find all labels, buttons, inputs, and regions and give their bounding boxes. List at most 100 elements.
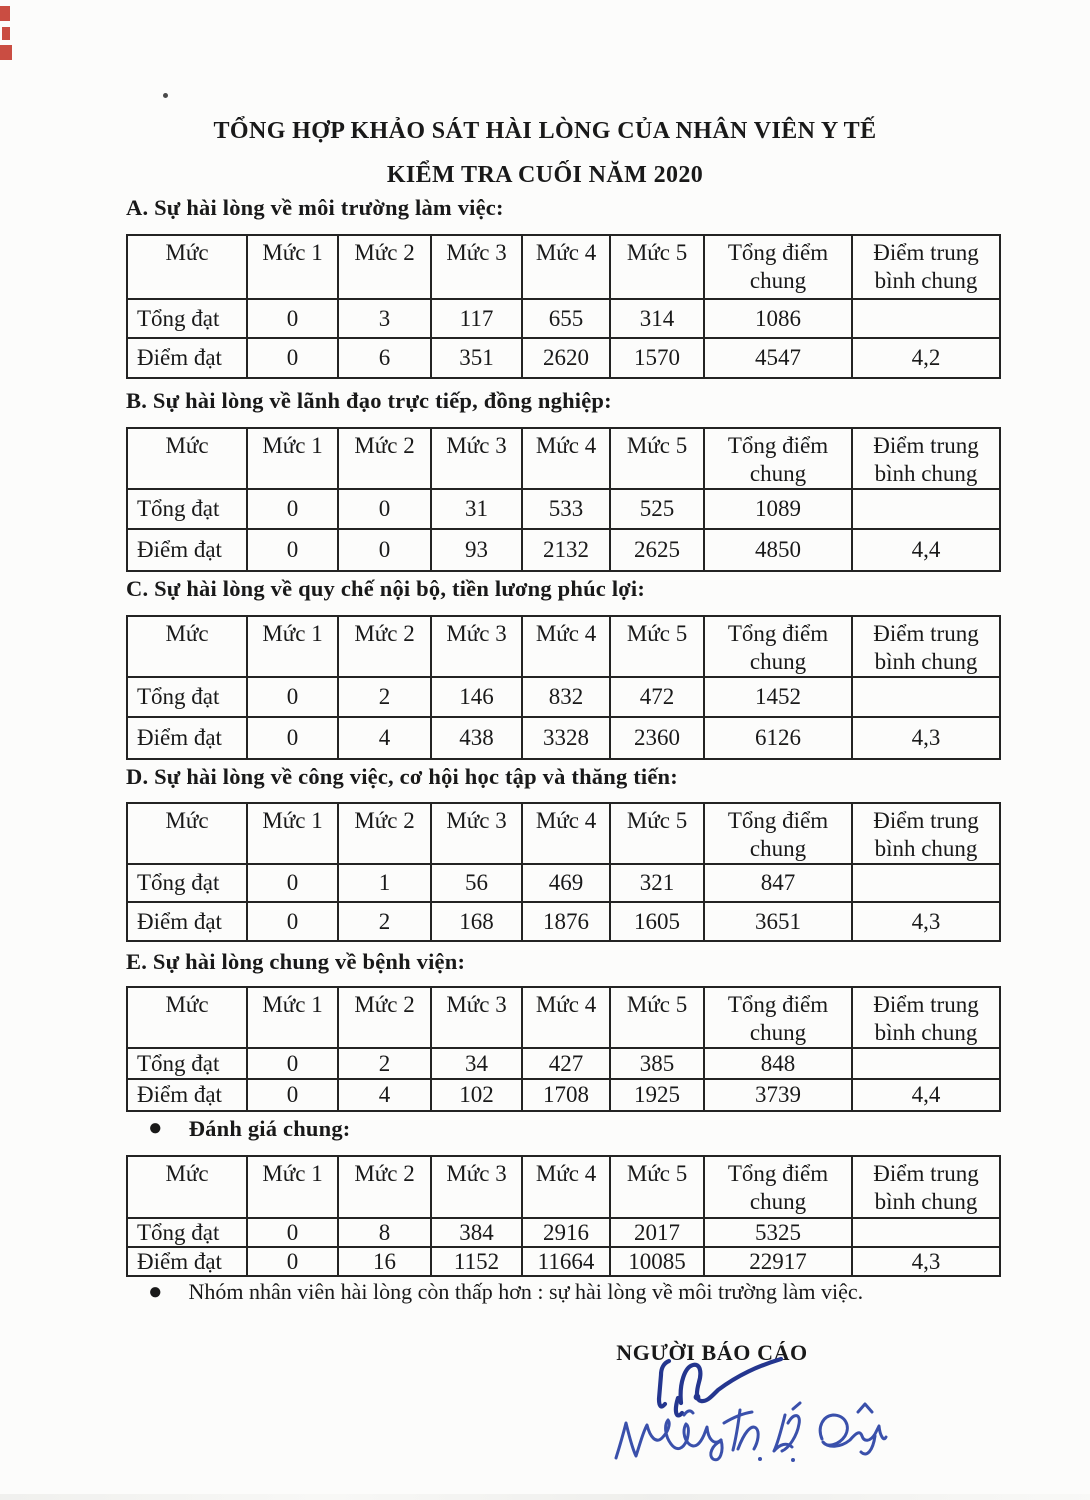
table-cell: 93	[430, 528, 523, 572]
table-row: Điểm đạt 0 0 93 2132 2625 4850 4,4	[126, 528, 1001, 572]
column-header: Mức	[126, 234, 248, 300]
table-cell: 1605	[609, 901, 705, 942]
table-cell	[851, 488, 1001, 530]
table-cell: 16	[337, 1246, 432, 1277]
table-cell: 6126	[703, 716, 853, 760]
table-cell	[851, 298, 1001, 339]
table-cell: 0	[246, 1078, 339, 1112]
table-cell: 2	[337, 676, 432, 718]
signature-flourish	[656, 1356, 784, 1418]
note-text: Nhóm nhân viên hài lòng còn thấp hơn : s…	[188, 1279, 864, 1304]
table-cell: 146	[430, 676, 523, 718]
section-heading-row: ● A. Sự hài lòng về môi trường làm việc:	[126, 193, 504, 223]
table-cell: 3	[337, 298, 432, 339]
table-cell: 385	[609, 1047, 705, 1080]
bullet-icon: ●	[148, 1279, 163, 1305]
table-cell: 2	[337, 901, 432, 942]
table-cell: 525	[609, 488, 705, 530]
column-header: Tổng điểm chung	[703, 802, 853, 865]
table-cell: 4,4	[851, 1078, 1001, 1112]
table-cell: 4,2	[851, 337, 1001, 379]
table-cell: 2360	[609, 716, 705, 760]
column-header: Điểm trung bình chung	[851, 234, 1001, 300]
table-cell: 438	[430, 716, 523, 760]
row-label: Điểm đạt	[126, 528, 248, 572]
table-header-row: Mức Mức 1 Mức 2 Mức 3 Mức 4 Mức 5 Tổng điểm ch…	[126, 1155, 1001, 1219]
table-cell: 321	[609, 863, 705, 903]
document-title: TỔNG HỢP KHẢO SÁT HÀI LÒNG CỦA NHÂN VIÊN…	[0, 109, 1090, 197]
row-label: Điểm đạt	[126, 337, 248, 379]
data-table: Mức Mức 1 Mức 2 Mức 3 Mức 4 Mức 5 Tổng điểm ch…	[126, 615, 1001, 760]
table-cell: 472	[609, 676, 705, 718]
table-cell: 0	[246, 337, 339, 379]
table-cell	[851, 863, 1001, 903]
document-title-line2: KIỂM TRA CUỐI NĂM 2020	[386, 162, 704, 188]
table-row: Tổng đạt 0 2 146 832 472 1452	[126, 676, 1001, 718]
table-cell: 0	[246, 1246, 339, 1277]
table-cell: 3328	[521, 716, 611, 760]
column-header: Mức 3	[430, 1155, 523, 1219]
column-header: Điểm trung bình chung	[851, 427, 1001, 490]
table-cell: 533	[521, 488, 611, 530]
table-cell	[851, 1047, 1001, 1080]
column-header: Mức 1	[246, 427, 339, 490]
row-label: Tổng đạt	[126, 1047, 248, 1080]
table-cell: 427	[521, 1047, 611, 1080]
column-header: Mức 5	[609, 1155, 705, 1219]
table-cell: 117	[430, 298, 523, 339]
table-cell: 0	[246, 1217, 339, 1248]
row-label: Điểm đạt	[126, 1078, 248, 1112]
column-header: Mức 3	[430, 234, 523, 300]
table-cell: 2916	[521, 1217, 611, 1248]
table-cell: 0	[246, 528, 339, 572]
column-header: Tổng điểm chung	[703, 427, 853, 490]
row-label: Điểm đạt	[126, 901, 248, 942]
table-row: Điểm đạt 0 4 102 1708 1925 3739 4,4	[126, 1078, 1001, 1112]
row-label: Điểm đạt	[126, 716, 248, 760]
section-heading-row: ● B. Sự hài lòng về lãnh đạo trực tiếp, …	[126, 386, 612, 416]
data-table: Mức Mức 1 Mức 2 Mức 3 Mức 4 Mức 5 Tổng điểm ch…	[126, 802, 1001, 942]
table-row: Tổng đạt 0 8 384 2916 2017 5325	[126, 1217, 1001, 1248]
red-edge-mark	[2, 27, 10, 40]
table-cell: 0	[246, 1047, 339, 1080]
table-cell	[851, 1217, 1001, 1248]
column-header: Mức 5	[609, 234, 705, 300]
column-header: Mức	[126, 615, 248, 678]
table-cell: 0	[246, 298, 339, 339]
column-header: Mức	[126, 802, 248, 865]
table-header-row: Mức Mức 1 Mức 2 Mức 3 Mức 4 Mức 5 Tổng điểm ch…	[126, 427, 1001, 490]
section-heading-row: ● E. Sự hài lòng chung về bệnh viện:	[126, 947, 465, 977]
data-table: Mức Mức 1 Mức 2 Mức 3 Mức 4 Mức 5 Tổng điểm ch…	[126, 234, 1001, 379]
column-header: Mức 4	[521, 427, 611, 490]
table-row: Tổng đạt 0 3 117 655 314 1086	[126, 298, 1001, 339]
table-row: Điểm đạt 0 6 351 2620 1570 4547 4,2	[126, 337, 1001, 379]
table-cell: 314	[609, 298, 705, 339]
table-cell: 3651	[703, 901, 853, 942]
section-heading: Đánh giá chung:	[188, 1116, 351, 1141]
table-cell: 0	[246, 863, 339, 903]
table-row: Điểm đạt 0 16 1152 11664 10085 22917 4,3	[126, 1246, 1001, 1277]
table-cell: 4,4	[851, 528, 1001, 572]
table-cell: 0	[337, 488, 432, 530]
table-cell: 4,3	[851, 901, 1001, 942]
table-cell: 2	[337, 1047, 432, 1080]
table-cell: 655	[521, 298, 611, 339]
table-row: Tổng đạt 0 0 31 533 525 1089	[126, 488, 1001, 530]
column-header: Mức 2	[337, 802, 432, 865]
table-cell: 4	[337, 716, 432, 760]
table-cell: 102	[430, 1078, 523, 1112]
column-header: Mức 1	[246, 986, 339, 1049]
table-row: Điểm đạt 0 4 438 3328 2360 6126 4,3	[126, 716, 1001, 760]
red-edge-mark	[0, 6, 10, 21]
column-header: Mức 1	[246, 234, 339, 300]
column-header: Mức 4	[521, 234, 611, 300]
column-header: Mức 2	[337, 615, 432, 678]
column-header: Mức 5	[609, 427, 705, 490]
table-cell: 0	[337, 528, 432, 572]
bullet-icon: ●	[148, 1115, 163, 1141]
data-table: Mức Mức 1 Mức 2 Mức 3 Mức 4 Mức 5 Tổng điểm ch…	[126, 986, 1001, 1112]
red-edge-mark	[0, 45, 12, 60]
table-cell: 0	[246, 488, 339, 530]
table-cell: 56	[430, 863, 523, 903]
row-label: Điểm đạt	[126, 1246, 248, 1277]
